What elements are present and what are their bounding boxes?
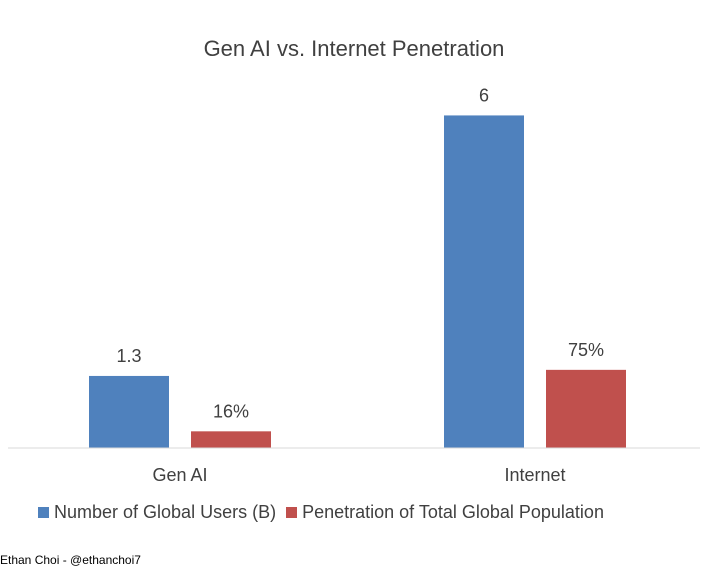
chart-area: 1.3 16% 6 75% Gen AI Internet <box>8 85 700 485</box>
legend-item-users: Number of Global Users (B) <box>38 502 276 523</box>
data-labels-group: 1.3 16% 6 75% <box>116 85 604 421</box>
bar-users-internet <box>444 115 524 448</box>
data-label-users-internet: 6 <box>479 85 489 105</box>
chart-title: Gen AI vs. Internet Penetration <box>203 36 505 61</box>
data-label-penetration-gen-ai: 16% <box>213 401 249 421</box>
legend-label-penetration: Penetration of Total Global Population <box>302 502 604 522</box>
x-tick-label-gen-ai: Gen AI <box>152 465 207 485</box>
bars-group <box>89 115 626 448</box>
data-label-penetration-internet: 75% <box>568 340 604 360</box>
legend-label-users: Number of Global Users (B) <box>54 502 277 522</box>
bar-users-gen-ai <box>89 375 169 448</box>
legend-swatch-penetration <box>286 507 298 518</box>
author-credit: Ethan Choi - @ethanchoi7 <box>0 553 141 567</box>
bar-penetration-internet <box>546 369 626 448</box>
bar-penetration-gen-ai <box>191 431 271 448</box>
legend-item-penetration: Penetration of Total Global Population <box>286 502 604 523</box>
legend: Number of Global Users (B) Penetration o… <box>38 502 614 523</box>
x-tick-labels-group: Gen AI Internet <box>152 465 565 485</box>
data-label-users-gen-ai: 1.3 <box>116 346 141 366</box>
x-tick-label-internet: Internet <box>504 465 565 485</box>
legend-swatch-users <box>38 507 49 518</box>
